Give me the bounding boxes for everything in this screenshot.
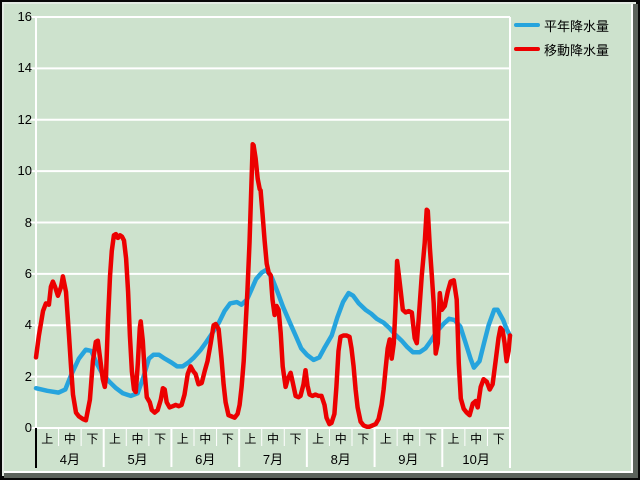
y-axis-tick-label: 16 bbox=[17, 9, 32, 24]
x-axis-period-label: 上 bbox=[41, 432, 54, 446]
x-axis-period-label: 中 bbox=[402, 432, 415, 446]
x-axis-month-label: 6月 bbox=[195, 452, 216, 467]
legend: 平年降水量 移動降水量 bbox=[514, 13, 609, 61]
series-line-moving-precipitation bbox=[33, 141, 513, 429]
x-axis-period-label: 下 bbox=[221, 432, 234, 446]
x-axis-period-label: 中 bbox=[470, 432, 483, 446]
legend-item-normal-precipitation: 平年降水量 bbox=[514, 13, 609, 37]
y-axis-tick-label: 10 bbox=[17, 163, 32, 179]
x-axis-month-label: 8月 bbox=[330, 452, 351, 467]
y-axis-tick-label: 2 bbox=[24, 368, 32, 384]
x-axis-month-label: 7月 bbox=[262, 452, 284, 467]
legend-line-swatch-red bbox=[514, 47, 540, 51]
x-axis-period-label: 中 bbox=[199, 432, 212, 446]
x-axis-period-label: 上 bbox=[447, 432, 460, 446]
x-axis-period-label: 下 bbox=[86, 432, 99, 446]
y-axis-tick-label: 4 bbox=[24, 317, 32, 333]
x-axis-period-label: 下 bbox=[289, 432, 302, 446]
x-axis-period-label: 上 bbox=[244, 432, 257, 446]
x-axis-period-label: 下 bbox=[154, 432, 167, 446]
legend-line-swatch-blue bbox=[514, 23, 540, 27]
x-axis-period-label: 中 bbox=[334, 432, 347, 446]
x-axis-month-label: 9月 bbox=[398, 452, 419, 467]
x-axis-period-label: 中 bbox=[266, 432, 279, 446]
y-axis-tick-label: 8 bbox=[24, 214, 32, 230]
x-axis-period-label: 下 bbox=[424, 432, 437, 446]
x-axis-period-label: 中 bbox=[131, 432, 144, 446]
legend-item-moving-precipitation: 移動降水量 bbox=[514, 37, 609, 61]
x-axis-period-label: 上 bbox=[312, 432, 325, 446]
x-axis-period-label: 下 bbox=[492, 432, 505, 446]
y-axis-tick-label: 6 bbox=[24, 265, 32, 281]
x-axis-month-label: 4月 bbox=[59, 452, 80, 467]
legend-label: 移動降水量 bbox=[544, 42, 610, 58]
y-axis-tick-label: 14 bbox=[17, 60, 32, 76]
series-line-normal-precipitation bbox=[33, 267, 513, 399]
y-axis-tick-label: 0 bbox=[24, 420, 32, 435]
x-axis-period-label: 上 bbox=[176, 432, 189, 446]
x-axis-month-label: 10月 bbox=[462, 452, 490, 467]
legend-label: 平年降水量 bbox=[544, 18, 610, 34]
x-axis-period-label: 上 bbox=[379, 432, 392, 446]
x-axis-month-label: 5月 bbox=[127, 452, 148, 467]
x-axis-period-label: 上 bbox=[108, 432, 121, 446]
x-axis-period-label: 中 bbox=[63, 432, 76, 446]
x-axis-period-label: 下 bbox=[357, 432, 370, 446]
y-axis-tick-label: 12 bbox=[17, 111, 32, 127]
